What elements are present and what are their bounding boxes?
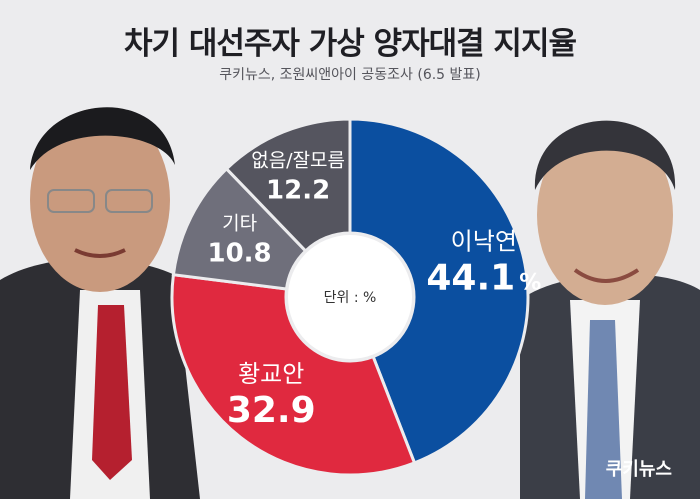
- slice-label: 이낙연: [451, 227, 517, 255]
- right-person-photo: [520, 120, 700, 499]
- unit-label: 단위 : %: [324, 290, 377, 306]
- slice-value-unit: %: [519, 270, 541, 295]
- donut-center: [288, 235, 412, 359]
- chart-title: 차기 대선주자 가상 양자대결 지지율: [124, 26, 577, 62]
- donut-slice: [224, 117, 352, 254]
- slice-value: 12.2: [266, 175, 330, 205]
- slice-value: 10.8: [208, 239, 272, 269]
- donut-slice: [170, 273, 417, 477]
- slice-label: 기타: [222, 213, 257, 235]
- slice-label: 없음/잘모름: [251, 149, 345, 171]
- left-person-photo: [0, 107, 200, 499]
- slice-label: 황교안: [238, 360, 304, 388]
- slice-value: 32.9: [227, 390, 316, 431]
- slice-value: 44.1%: [426, 257, 541, 298]
- chart-subtitle: 쿠키뉴스, 조원씨앤아이 공동조사 (6.5 발표): [219, 67, 481, 83]
- donut-slice: [348, 117, 530, 465]
- brand-logo: 쿠키뉴스: [605, 459, 672, 480]
